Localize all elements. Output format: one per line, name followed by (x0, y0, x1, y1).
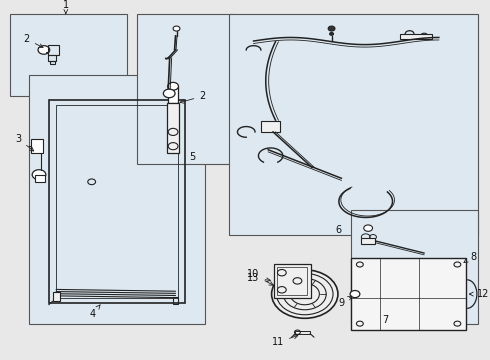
Bar (48, 45, 58, 55)
Circle shape (350, 291, 360, 298)
Bar (167, 103, 179, 153)
Text: 4: 4 (90, 305, 100, 319)
Bar (351, 210, 478, 324)
Text: 1: 1 (63, 0, 69, 14)
Text: 6: 6 (336, 225, 342, 235)
Circle shape (173, 26, 180, 31)
Text: 7: 7 (382, 315, 389, 325)
Text: 13: 13 (247, 273, 270, 283)
Bar (49, 100, 185, 303)
Text: 12: 12 (469, 289, 489, 299)
Bar (35, 175, 45, 182)
Text: 8: 8 (464, 252, 476, 262)
Text: 9: 9 (338, 296, 352, 308)
Bar (400, 34, 432, 39)
Circle shape (271, 270, 338, 318)
Circle shape (163, 89, 175, 98)
Text: 2: 2 (180, 91, 205, 103)
Text: 5: 5 (190, 152, 196, 162)
Bar (261, 121, 280, 132)
Bar (274, 264, 311, 298)
Bar (56, 105, 178, 298)
Bar (31, 139, 43, 153)
Text: 10: 10 (247, 270, 273, 285)
Circle shape (32, 170, 46, 180)
Bar (48, 55, 55, 61)
Text: 2: 2 (24, 34, 43, 48)
Circle shape (328, 26, 335, 31)
Circle shape (168, 82, 178, 90)
Circle shape (424, 267, 436, 275)
Text: 3: 3 (16, 134, 34, 151)
Bar (295, 331, 310, 334)
Text: 11: 11 (272, 335, 298, 347)
Circle shape (330, 32, 334, 35)
Bar (52, 292, 60, 301)
Bar (168, 86, 178, 103)
Circle shape (38, 46, 50, 54)
Bar (173, 297, 178, 304)
Circle shape (364, 225, 372, 231)
Bar (361, 238, 375, 244)
Bar (351, 258, 466, 330)
Bar (137, 14, 234, 164)
Bar (229, 14, 478, 235)
Bar (277, 267, 307, 295)
Bar (10, 14, 127, 96)
Circle shape (294, 330, 300, 334)
Circle shape (299, 290, 311, 298)
Bar (29, 75, 205, 324)
Bar (50, 61, 55, 64)
